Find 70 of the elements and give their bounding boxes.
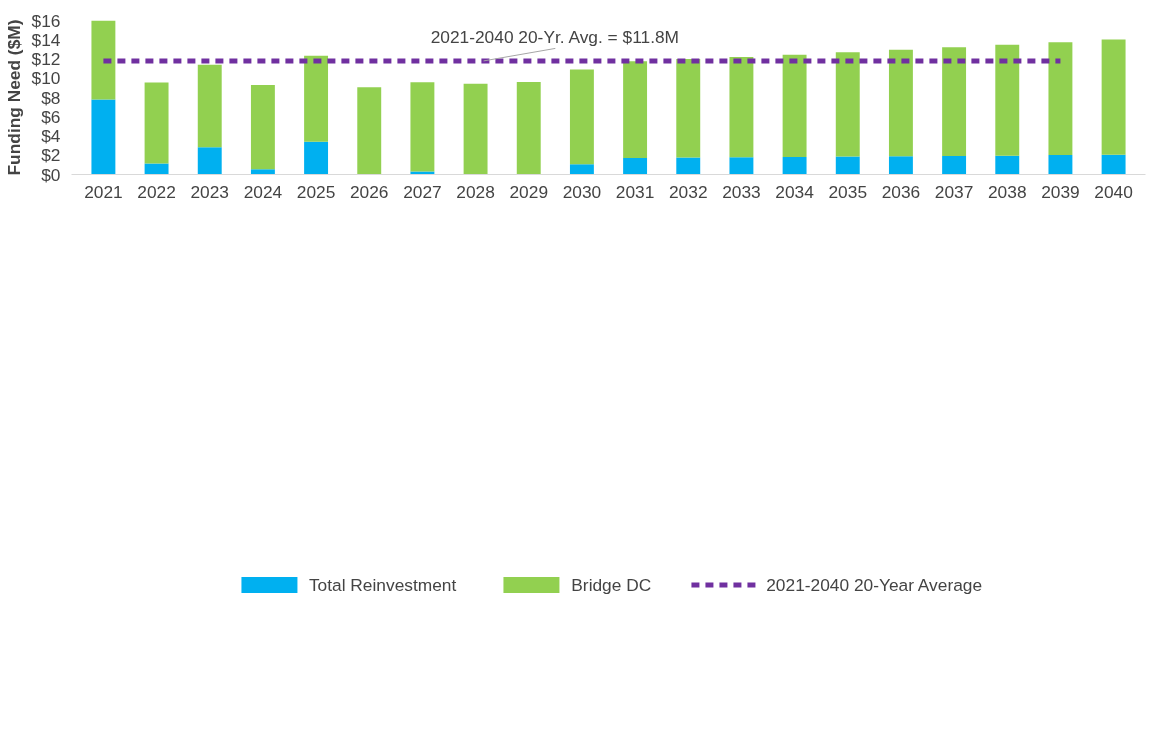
bar: [516, 82, 541, 175]
legend-label: Bridge DC: [571, 574, 652, 596]
y-tick-label: $10: [31, 68, 61, 89]
bar: [1048, 42, 1073, 156]
bar: [1048, 155, 1073, 175]
bar: [463, 83, 488, 175]
x-tick-label: 2040: [1094, 181, 1133, 202]
y-axis-title: Funding Need ($M): [3, 19, 24, 176]
x-tick-label: 2027: [403, 181, 442, 202]
y-tick-label: $4: [41, 126, 61, 146]
bar: [144, 82, 169, 164]
x-tick-label: 2033: [722, 181, 761, 202]
bar: [569, 69, 594, 165]
y-tick-label: $14: [31, 29, 61, 50]
legend-label: 2021-2040 20-Year Average: [766, 574, 983, 596]
bar: [144, 163, 169, 175]
x-tick-label: 2032: [668, 181, 708, 202]
bar: [623, 61, 648, 159]
bar: [676, 157, 701, 175]
bar: [250, 84, 275, 170]
bar: [995, 155, 1020, 175]
x-tick-label: 2023: [190, 181, 230, 202]
bar: [782, 54, 807, 158]
bar: [1101, 39, 1126, 155]
legend-label: Total Reinvestment: [308, 574, 457, 596]
x-tick-label: 2034: [775, 181, 815, 202]
x-tick-label: 2025: [296, 181, 336, 202]
bar: [410, 82, 435, 172]
bar: [729, 56, 754, 158]
x-tick-label: 2038: [987, 181, 1027, 202]
bar: [835, 52, 860, 157]
bar: [304, 141, 329, 175]
y-tick-label: $16: [31, 10, 61, 31]
bar: [623, 158, 648, 175]
x-tick-label: 2026: [349, 181, 389, 202]
annotation: 2021-2040 20-Yr. Avg. = $11.8M: [430, 26, 680, 47]
y-tick-label: $12: [31, 49, 61, 69]
bar: [942, 156, 967, 175]
y-tick-label: $2: [41, 145, 61, 166]
bar: [888, 49, 913, 157]
bar: [1101, 154, 1126, 175]
bar: [91, 20, 116, 100]
y-tick-label: $6: [41, 106, 61, 127]
x-tick-label: 2028: [456, 181, 495, 202]
x-tick-label: 2030: [562, 181, 602, 202]
x-tick-label: 2039: [1041, 181, 1080, 202]
y-tick-label: $8: [41, 87, 61, 108]
y-tick-label: $0: [41, 164, 61, 185]
bar: [357, 87, 382, 175]
bar: [91, 99, 116, 175]
x-tick-label: 2035: [828, 181, 868, 202]
x-tick-label: 2022: [137, 181, 176, 202]
bar: [676, 59, 701, 158]
bar: [729, 157, 754, 175]
x-tick-label: 2037: [934, 181, 974, 202]
bar: [569, 164, 594, 175]
x-tick-label: 2036: [881, 181, 921, 202]
bar: [304, 55, 329, 142]
bar: [782, 157, 807, 175]
x-tick-label: 2029: [509, 181, 549, 202]
x-tick-label: 2021: [84, 181, 123, 202]
bar: [888, 156, 913, 175]
bar: [197, 147, 222, 175]
bar: [995, 44, 1020, 156]
x-tick-label: 2024: [243, 181, 283, 202]
bar: [835, 156, 860, 175]
bar: [197, 64, 222, 148]
bar: [942, 47, 967, 157]
x-tick-label: 2031: [615, 181, 655, 202]
bar: [250, 169, 275, 175]
